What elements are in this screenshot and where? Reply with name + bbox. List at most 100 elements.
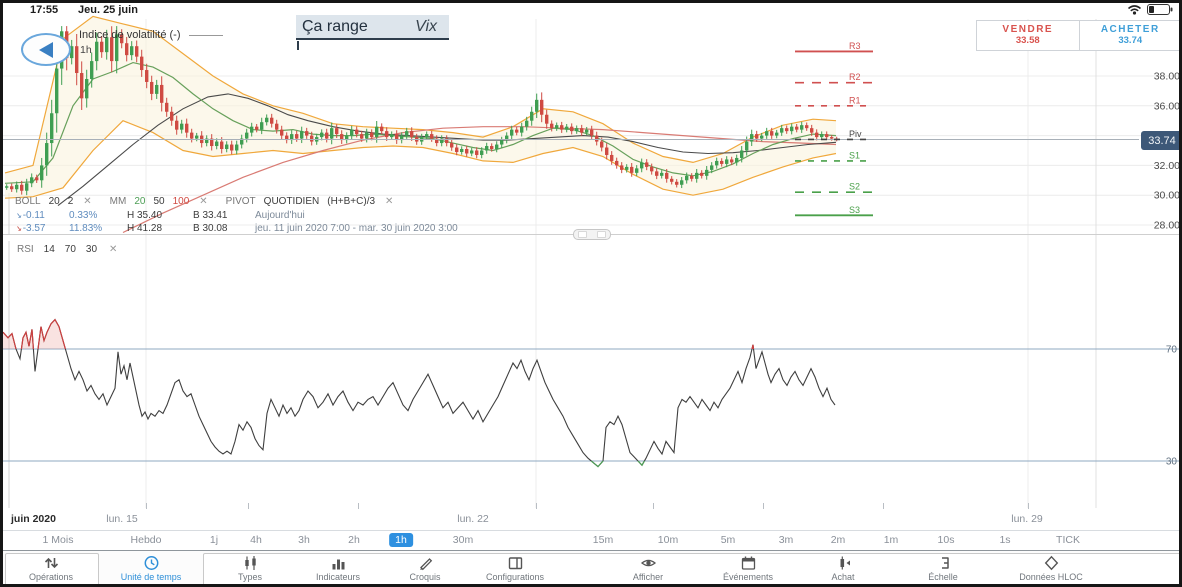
toolbar-item--chelle[interactable]: Échelle [888,555,998,582]
toolbar-item-indicateurs[interactable]: Indicateurs [283,555,393,582]
boll-param-1: 20 [48,196,60,207]
mm-close-icon[interactable]: ✕ [199,196,208,207]
pivot-type: QUOTIDIEN [263,196,320,207]
diamond-icon [1044,555,1058,571]
toolbar-item-label: Types [237,572,262,582]
mm-param-20: 20 [134,196,146,207]
wifi-icon [1127,5,1142,15]
change-pct: 0.33% [69,209,98,221]
timeframe-30m[interactable]: 30m [452,534,474,546]
trade-buttons: VENDRE 33.58 ACHETER 33.74 [976,20,1180,51]
pencil-icon [419,558,432,571]
battery-icon [1147,4,1173,15]
mm-indicator-name: MM [109,196,127,207]
rsi-level-labels: 70 30 [1166,345,1178,468]
axis-tick-label: lun. 29 [1011,513,1043,525]
timeframe-1h[interactable]: 1h [389,533,413,547]
current-price-tag: 33.74 [1141,131,1179,150]
sell-button[interactable]: VENDRE 33.58 [977,21,1080,50]
toolbar-item-afficher[interactable]: Afficher [593,555,703,582]
rsi-legend: RSI 14 70 30 ✕ [17,244,127,255]
timeframe-10s[interactable]: 10s [937,534,955,546]
back-arrow-icon [39,41,53,58]
axis-tick-label: lun. 15 [106,513,138,525]
timeframe-2h[interactable]: 2h [348,534,360,546]
timeframe-2m[interactable]: 2m [830,534,846,546]
bar-chart-icon [332,559,344,570]
timeframe-4h[interactable]: 4h [250,534,262,546]
timeframe-hebdo[interactable]: Hebdo [130,534,162,546]
price-and-rsi-chart[interactable]: R3 R2 R1 Piv S1 S2 S3 38.00 36.00 32.00 30.00 28.00… [3,3,1182,511]
quote-row-today: ↘-0.11 0.33% H 35.40 B 33.41 Aujourd'hui [15,210,458,221]
annotation-symbol: Vix [415,17,437,35]
timeframe-5m[interactable]: 5m [720,534,736,546]
high-value: H 35.40 [127,209,163,221]
status-date: Jeu. 25 juin [78,4,138,16]
indicator-legend: BOLL 20 2 ✕ MM 20 50 100 ✕ PIVOT QUOTIDI… [15,196,458,234]
buy-button[interactable]: ACHETER 33.74 [1080,21,1180,50]
toolbar-item-croquis[interactable]: Croquis [370,555,480,582]
change-pct: 11.83% [69,223,103,234]
toolbar-item--v-nements[interactable]: Événements [693,555,803,582]
axis-tick-mark [653,503,654,509]
timeframe-1s[interactable]: 1s [999,534,1011,546]
toolbar-item-types[interactable]: Types [195,555,305,582]
low-value: B 33.41 [193,209,228,221]
change-value: ↘-0.11 [15,209,45,221]
sell-price: 33.58 [1015,34,1040,46]
high-value: H 41.28 [127,223,163,234]
svg-text:70: 70 [1166,345,1178,356]
sell-label: VENDRE [1002,24,1054,36]
svg-text:R1: R1 [849,95,861,105]
timeframe-3h[interactable]: 3h [298,534,310,546]
timeframe-1m[interactable]: 1m [883,534,899,546]
chart-annotation[interactable]: Ça range Vix [296,15,449,40]
bottom-toolbar: Opérations Unité de temps Types Indicateurs… [3,550,1179,584]
bollinger-band [4,15,837,199]
axis-month-label: juin 2020 [11,513,56,525]
panel-resize-handle[interactable] [573,229,611,240]
rsi-line [3,318,836,468]
toolbar-group-left [5,553,99,584]
boll-close-icon[interactable]: ✕ [83,196,92,207]
timeframe-tick[interactable]: TICK [1056,534,1080,546]
toolbar-item-label: Opérations [28,572,74,582]
svg-text:R3: R3 [849,41,861,51]
pivot-indicator-name: PIVOT [225,196,256,207]
period-label: Aujourd'hui [255,209,305,221]
toolbar-item-donn-es-hloc[interactable]: Données HLOC [996,555,1106,582]
layout-icon [508,557,522,570]
toolbar-item-configurations[interactable]: Configurations [460,555,570,582]
axis-tick-mark [883,503,884,509]
axis-tick-label: lun. 22 [457,513,489,525]
toolbar-item-unit-de-temps[interactable]: Unité de temps [96,555,206,582]
rsi-param-lower: 30 [85,244,98,255]
back-button[interactable] [21,33,71,66]
current-timeframe-label: 1h [80,44,92,56]
quote-row-range: ↘-3.57 11.83% H 41.28 B 30.08 jeu. 11 ju… [15,223,458,234]
toolbar-item-label: Données HLOC [1019,572,1083,582]
toolbar-item-label: Échelle [928,572,958,582]
candles [5,26,839,196]
toolbar-item-achat[interactable]: Achat [788,555,898,582]
candle-arrow-icon [840,556,850,570]
toolbar-item-op-rations[interactable]: Opérations [3,555,106,582]
instrument-leader-line [189,35,223,36]
buy-label: ACHETER [1100,24,1160,36]
time-axis[interactable]: juin 2020 lun. 15 lun. 22 lun. 29 [3,503,1179,531]
timeframe-10m[interactable]: 10m [657,534,679,546]
timeframe-3m[interactable]: 3m [778,534,794,546]
timeframe-15m[interactable]: 15m [592,534,614,546]
toolbar-item-label: Achat [831,572,855,582]
pivot-levels: R3 R2 R1 Piv S1 S2 S3 [795,41,873,217]
timeframe-1-mois[interactable]: 1 Mois [42,534,74,546]
timeframe-1j[interactable]: 1j [209,534,219,546]
axis-tick-mark [1028,503,1029,509]
scale-icon [941,557,949,569]
rsi-close-icon[interactable]: ✕ [109,244,118,255]
calendar-icon [741,556,755,570]
annotation-caret [297,41,299,50]
eye-icon [640,559,656,567]
pivot-close-icon[interactable]: ✕ [385,196,394,207]
